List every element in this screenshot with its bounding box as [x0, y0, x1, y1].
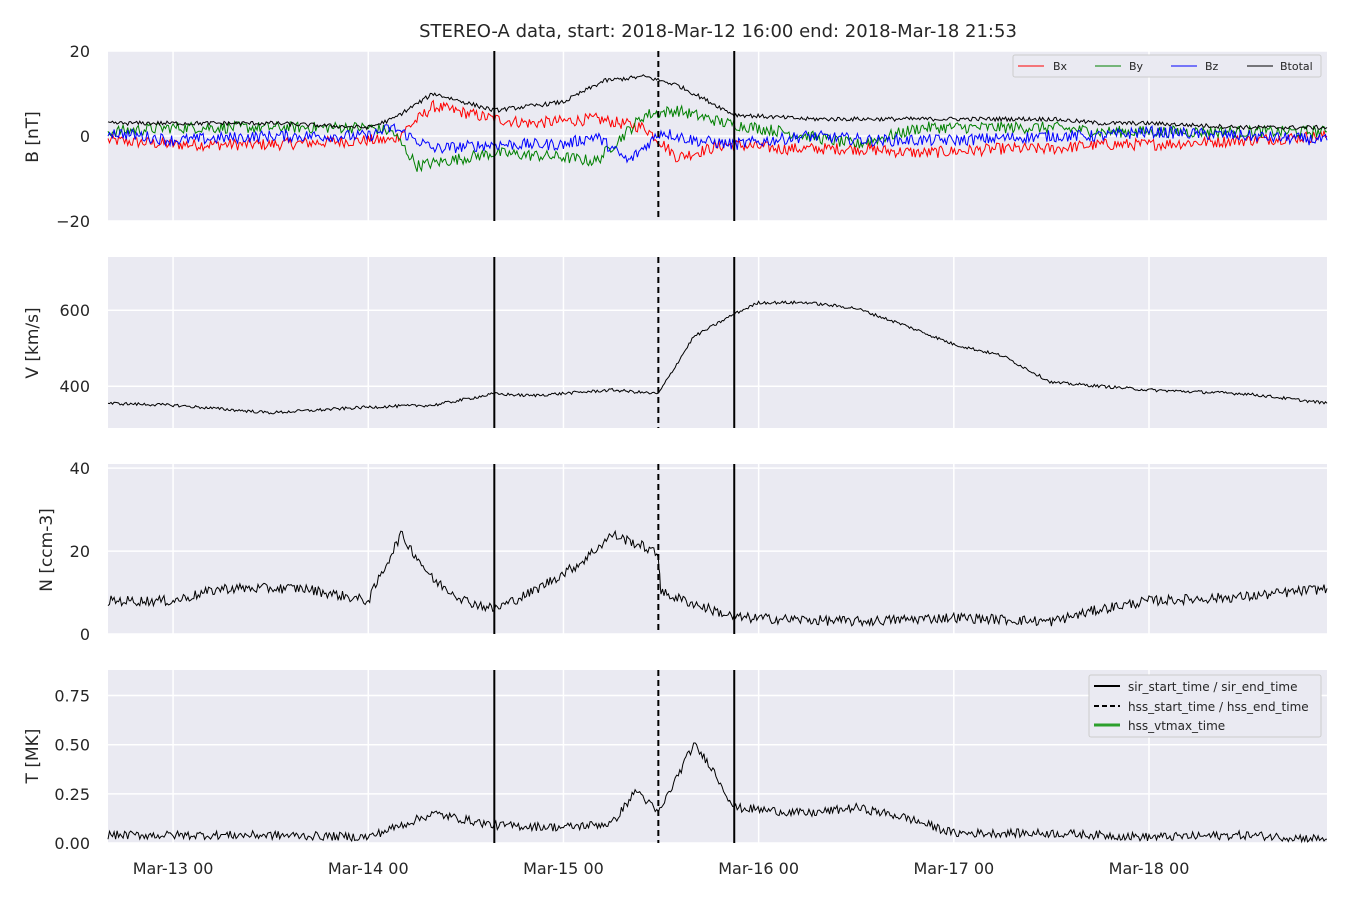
legend-label-vtmax: hss_vtmax_time — [1128, 719, 1225, 733]
legend-label-by: By — [1129, 60, 1144, 73]
plot-area — [108, 257, 1327, 428]
legend-label-hss: hss_start_time / hss_end_time — [1128, 700, 1309, 714]
y-tick-label: −20 — [56, 212, 90, 231]
legend-label-btotal: Btotal — [1280, 60, 1313, 73]
chart-title: STEREO-A data, start: 2018-Mar-12 16:00 … — [419, 21, 1017, 42]
series-line-btotal — [107, 74, 1328, 131]
y-tick-label: 400 — [59, 377, 90, 396]
panel-velocity: 600 400 — [59, 257, 1328, 428]
y-tick-label: 0 — [80, 127, 90, 146]
x-tick-label: Mar-16 00 — [718, 859, 799, 878]
y-tick-label: 0.75 — [54, 687, 90, 706]
y-tick-label: 0 — [80, 625, 90, 644]
x-axis-ticks: Mar-13 00 Mar-14 00 Mar-15 00 Mar-16 00 Mar-… — [133, 859, 1190, 878]
ylabel-n: N [ccm-3] — [37, 508, 57, 592]
series-line-p3 — [107, 742, 1328, 844]
x-tick-label: Mar-18 00 — [1109, 859, 1190, 878]
y-tick-label: 0.00 — [54, 834, 90, 853]
legend-events: sir_start_time / sir_end_time hss_start_… — [1088, 674, 1322, 738]
x-tick-label: Mar-14 00 — [328, 859, 409, 878]
legend-label-bz: Bz — [1205, 60, 1219, 73]
ylabel-v: V [km/s] — [23, 307, 43, 378]
panel-density: 40 20 0 — [70, 459, 1328, 644]
series-line-bz — [107, 123, 1328, 164]
ylabel-b: B [nT] — [23, 111, 43, 163]
y-tick-label: 0.50 — [54, 736, 90, 755]
ylabel-t: T [MK] — [23, 729, 43, 785]
series-line-by — [107, 104, 1328, 173]
plot-area — [108, 464, 1327, 634]
legend-b: Bx By Bz Btotal — [1012, 54, 1322, 78]
y-tick-label: 20 — [70, 542, 90, 561]
x-tick-label: Mar-13 00 — [133, 859, 214, 878]
legend-label-bx: Bx — [1053, 60, 1068, 73]
legend-label-sir: sir_start_time / sir_end_time — [1128, 680, 1298, 694]
x-tick-label: Mar-15 00 — [523, 859, 604, 878]
y-tick-label: 0.25 — [54, 785, 90, 804]
series-line-p2 — [107, 529, 1328, 628]
series-line-p1 — [107, 300, 1328, 415]
panel-b-field: 20 0 −20 — [56, 42, 1328, 231]
y-tick-label: 40 — [70, 459, 90, 478]
x-tick-label: Mar-17 00 — [913, 859, 994, 878]
y-tick-label: 600 — [59, 301, 90, 320]
y-tick-label: 20 — [70, 42, 90, 61]
